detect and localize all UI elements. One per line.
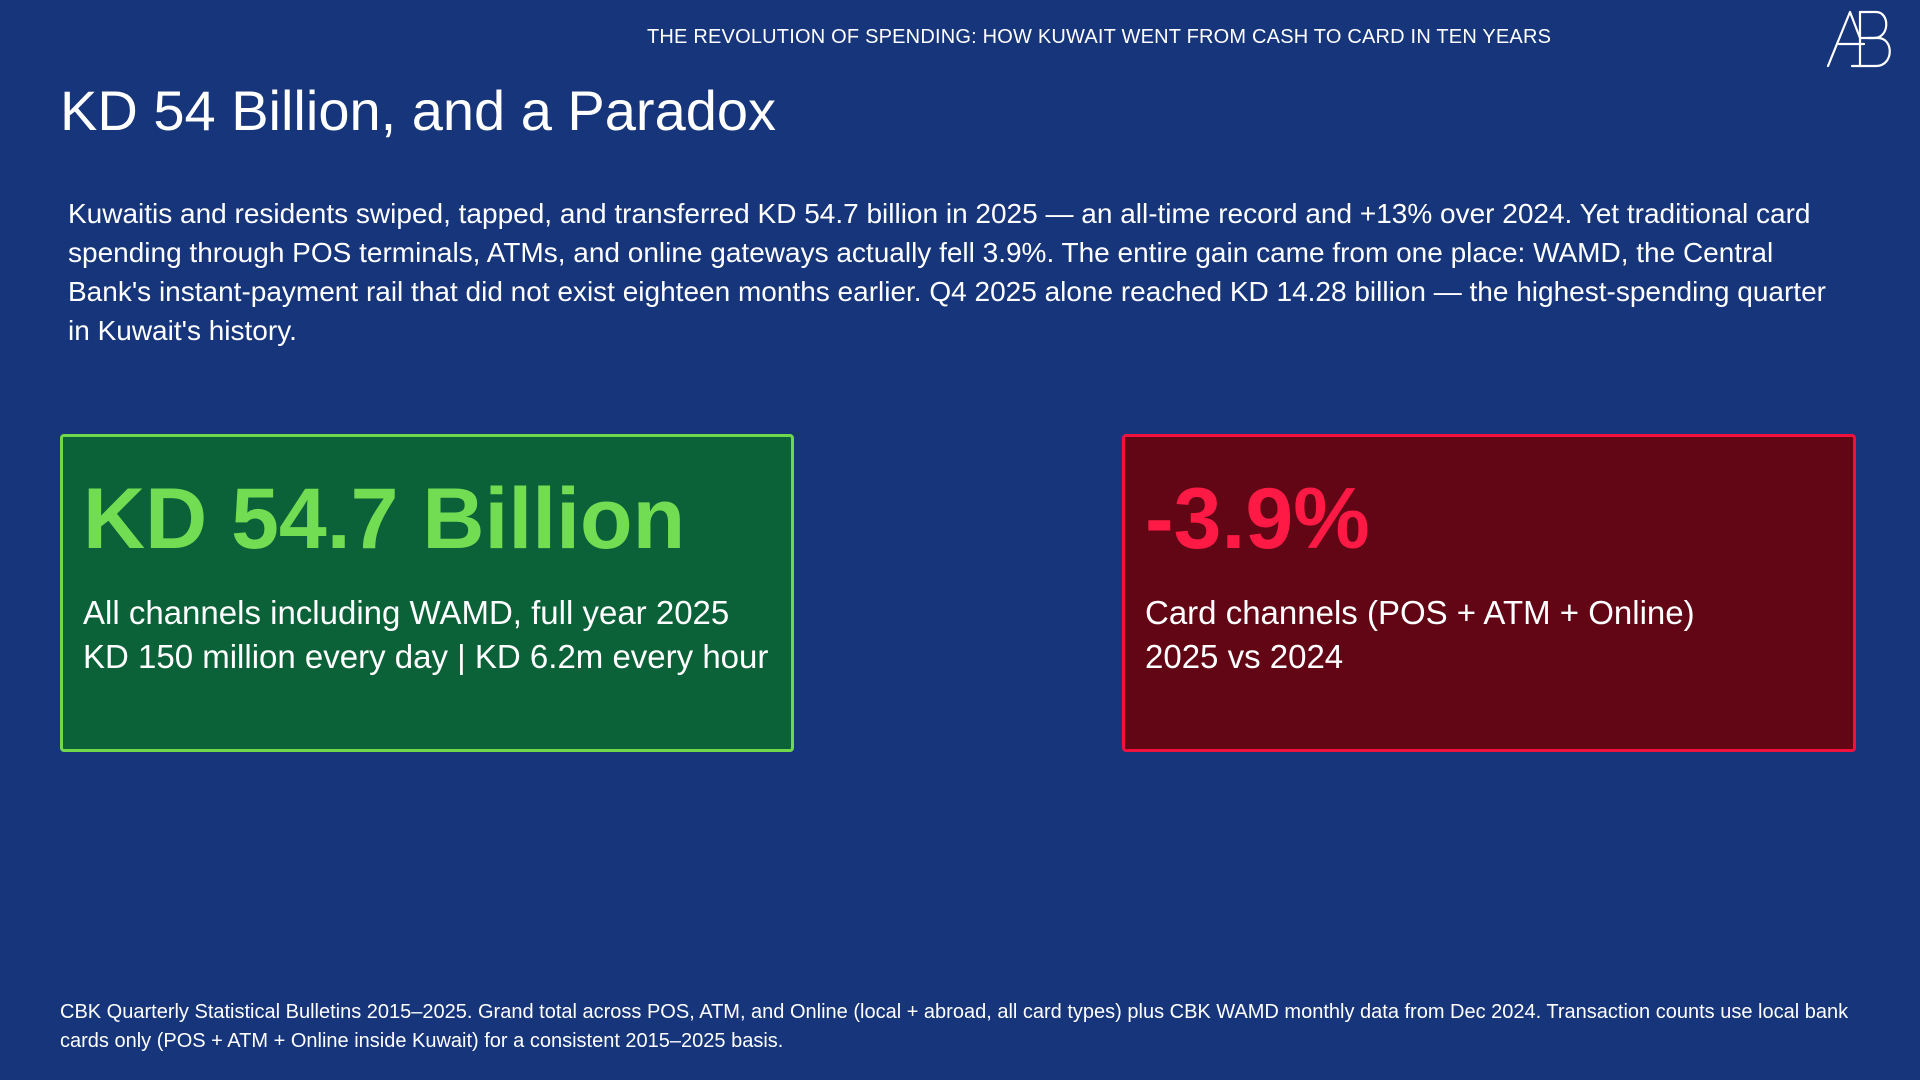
total-spending-rate: KD 150 million every day | KD 6.2m every…	[83, 638, 769, 675]
deck-header-title: THE REVOLUTION OF SPENDING: HOW KUWAIT W…	[647, 26, 1552, 48]
source-footnote: CBK Quarterly Statistical Bulletins 2015…	[60, 1001, 1849, 1052]
card-channels-change-value: -3.9%	[1145, 471, 1370, 567]
ab-logo-icon	[1824, 8, 1896, 70]
card-channels-change-card: -3.9% Card channels (POS + ATM + Online)…	[1122, 434, 1856, 752]
total-spending-value: KD 54.7 Billion	[83, 471, 686, 567]
intro-paragraph: Kuwaitis and residents swiped, tapped, a…	[68, 198, 1826, 346]
total-spending-description: All channels including WAMD, full year 2…	[83, 594, 730, 631]
total-spending-card: KD 54.7 Billion All channels including W…	[60, 434, 794, 752]
page-title: KD 54 Billion, and a Paradox	[60, 79, 776, 142]
card-channels-description: Card channels (POS + ATM + Online)	[1145, 594, 1695, 631]
card-channels-comparison: 2025 vs 2024	[1145, 638, 1344, 675]
